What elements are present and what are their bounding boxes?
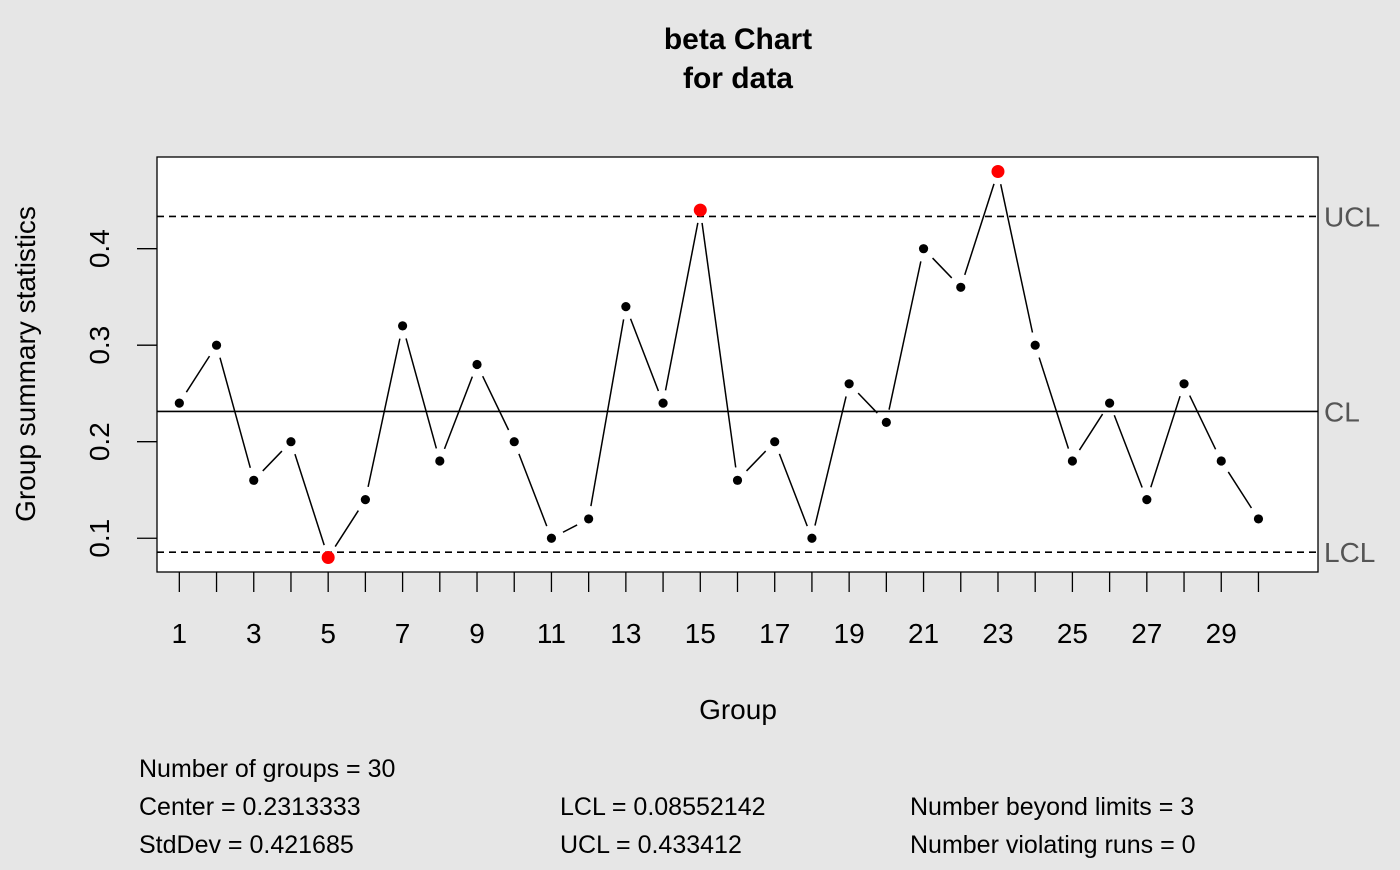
- data-point-violation: [693, 203, 707, 217]
- data-point: [1216, 456, 1226, 466]
- x-tick-label: 5: [320, 618, 336, 649]
- y-axis-label: Group summary statistics: [10, 206, 41, 522]
- data-point: [881, 417, 891, 428]
- y-tick-label: 0.1: [84, 519, 115, 558]
- series-segment: [1227, 471, 1253, 509]
- x-axis-label: Group: [699, 694, 777, 725]
- data-point-violation: [991, 164, 1005, 178]
- data-point: [360, 495, 370, 505]
- series-segment: [185, 355, 211, 393]
- x-tick-label: 23: [982, 618, 1013, 649]
- data-point: [807, 533, 817, 543]
- x-tick-label: 19: [834, 618, 865, 649]
- series-segment: [932, 257, 953, 279]
- x-tick-label: 27: [1131, 618, 1162, 649]
- data-point: [1179, 379, 1189, 389]
- chart-title: beta Chart: [664, 23, 812, 56]
- series-segment: [778, 453, 808, 527]
- series-segment: [1113, 414, 1143, 488]
- series-segment: [1078, 413, 1104, 451]
- series-segment: [1150, 395, 1181, 488]
- x-tick-label: 25: [1057, 618, 1088, 649]
- series-segment: [294, 453, 325, 546]
- series-segment: [964, 183, 995, 276]
- data-point: [435, 456, 445, 466]
- stat-center: Center = 0.2313333: [139, 793, 361, 821]
- series-segment: [518, 453, 548, 527]
- x-tick-label: 21: [908, 618, 939, 649]
- data-point: [770, 437, 780, 447]
- stat-lcl: LCL = 0.08552142: [560, 793, 766, 821]
- stat-beyond-limits: Number beyond limits = 3: [910, 793, 1194, 821]
- data-point: [546, 533, 557, 543]
- data-point: [286, 437, 296, 447]
- data-point: [509, 437, 519, 447]
- data-point: [1253, 514, 1264, 524]
- series-segment: [857, 392, 878, 414]
- stat-ucl: UCL = 0.433412: [560, 831, 742, 859]
- data-point: [658, 398, 668, 408]
- stat-violating-runs: Number violating runs = 0: [910, 831, 1196, 859]
- x-tick-label: 9: [469, 618, 485, 649]
- series-segment: [334, 510, 359, 547]
- x-tick-label: 3: [246, 618, 262, 649]
- chart-subtitle: for data: [683, 62, 793, 95]
- series-segment: [701, 222, 737, 468]
- limit-label-cl: CL: [1324, 396, 1360, 427]
- y-tick-label: 0.4: [84, 229, 115, 268]
- data-point: [844, 379, 854, 389]
- data-point-violation: [321, 551, 335, 565]
- x-tick-label: 13: [610, 618, 641, 649]
- x-tick-label: 15: [685, 618, 716, 649]
- data-point: [956, 282, 966, 292]
- series-segment: [443, 376, 474, 450]
- series-segment: [405, 338, 438, 449]
- data-point: [174, 398, 184, 408]
- series-segment: [367, 338, 401, 488]
- data-point: [621, 301, 631, 312]
- stat-number-of-groups: Number of groups = 30: [139, 755, 395, 783]
- x-tick-label: 29: [1206, 618, 1237, 649]
- x-tick-label: 17: [759, 618, 790, 649]
- stats-summary: Number of groups = 30 Center = 0.2313333…: [139, 755, 1196, 859]
- x-tick-label: 7: [395, 618, 411, 649]
- y-tick-label: 0.3: [84, 326, 115, 365]
- data-point: [249, 475, 259, 485]
- series-segment: [219, 357, 252, 468]
- data-point: [584, 514, 594, 524]
- series-segment: [262, 450, 283, 472]
- data-point: [732, 475, 743, 485]
- series-segment: [481, 375, 510, 431]
- data-point: [918, 244, 929, 254]
- series-segment: [888, 261, 922, 410]
- series-segment: [629, 318, 660, 392]
- series-segment: [814, 396, 847, 526]
- series-segment: [664, 222, 699, 391]
- series-segment: [590, 319, 625, 507]
- x-tick-label: 1: [172, 618, 188, 649]
- data-point: [472, 359, 482, 370]
- series-segment: [1038, 357, 1070, 449]
- data-point: [1105, 398, 1115, 408]
- plot-area: [157, 157, 1318, 572]
- data-point: [1067, 456, 1078, 466]
- data-point: [211, 340, 222, 350]
- limit-label-lcl: LCL: [1324, 537, 1375, 568]
- limit-label-ucl: UCL: [1324, 201, 1380, 232]
- x-tick-label: 11: [537, 618, 566, 649]
- series-segment: [1189, 395, 1217, 450]
- series-segment: [562, 524, 578, 533]
- data-point: [1030, 340, 1040, 350]
- data-point: [397, 321, 408, 331]
- data-point: [1142, 495, 1152, 505]
- stat-stddev: StdDev = 0.421685: [139, 831, 354, 859]
- series-segment: [745, 450, 767, 472]
- y-tick-label: 0.2: [84, 422, 115, 461]
- series-segment: [999, 184, 1034, 333]
